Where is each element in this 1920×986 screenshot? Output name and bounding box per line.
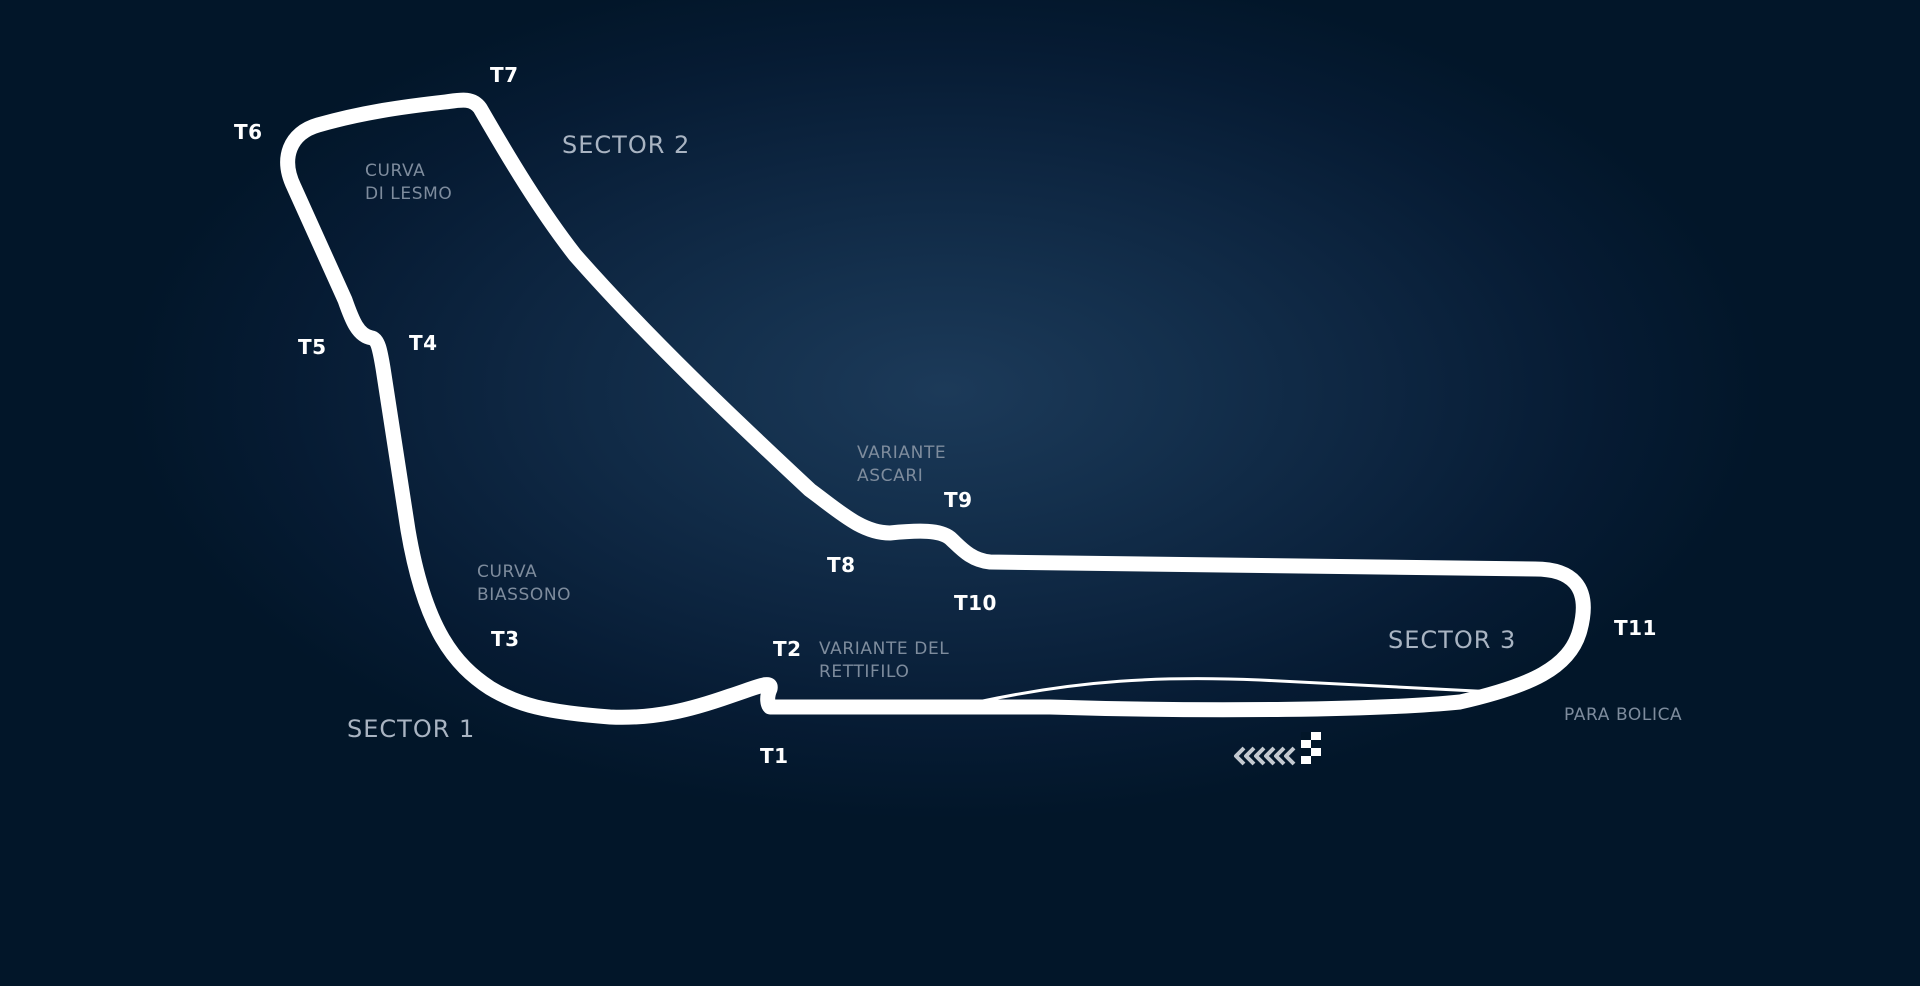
sector-label-2: SECTOR 2 bbox=[562, 131, 691, 159]
corner-label-rettifilo-line-2: RETTIFILO bbox=[819, 662, 910, 682]
turn-label-t1: T1 bbox=[760, 744, 789, 768]
turn-label-t7: T7 bbox=[490, 63, 519, 87]
turn-label-t10: T10 bbox=[954, 591, 997, 615]
turn-label-t3: T3 bbox=[491, 627, 520, 651]
corner-label-biassono-line-2: BIASSONO bbox=[477, 585, 572, 605]
corner-label-ascari-line-1: VARIANTE bbox=[857, 443, 947, 463]
sector-label-1: SECTOR 1 bbox=[347, 715, 476, 743]
corner-label-lesmo-line-1: CURVA bbox=[365, 161, 426, 181]
corner-label-ascari-line-2: ASCARI bbox=[857, 466, 924, 486]
turn-label-t8: T8 bbox=[827, 553, 856, 577]
turn-label-t5: T5 bbox=[298, 335, 327, 359]
track-outline bbox=[280, 92, 1591, 725]
checkered-flag-icon bbox=[1301, 732, 1321, 764]
turn-label-t11: T11 bbox=[1614, 616, 1657, 640]
turn-label-t2: T2 bbox=[773, 637, 802, 661]
sector-label-3: SECTOR 3 bbox=[1388, 626, 1517, 654]
chevrons-left-icon bbox=[1234, 746, 1296, 766]
turn-label-t4: T4 bbox=[409, 331, 438, 355]
corner-label-rettifilo: VARIANTE DEL RETTIFILO bbox=[819, 638, 949, 684]
corner-label-ascari: VARIANTE ASCARI bbox=[857, 442, 946, 488]
corner-label-bolica-line-1: PARA BOLICA bbox=[1564, 705, 1683, 725]
corner-label-lesmo-line-2: DI LESMO bbox=[365, 184, 453, 204]
corner-label-bolica: PARA BOLICA bbox=[1564, 704, 1682, 727]
corner-label-biassono-line-1: CURVA bbox=[477, 562, 538, 582]
pit-lane bbox=[976, 677, 1497, 704]
turn-label-t9: T9 bbox=[944, 488, 973, 512]
corner-label-lesmo: CURVA DI LESMO bbox=[365, 160, 452, 206]
corner-label-rettifilo-line-1: VARIANTE DEL bbox=[819, 639, 950, 659]
turn-label-t6: T6 bbox=[234, 120, 263, 144]
corner-label-biassono: CURVA BIASSONO bbox=[477, 561, 571, 607]
